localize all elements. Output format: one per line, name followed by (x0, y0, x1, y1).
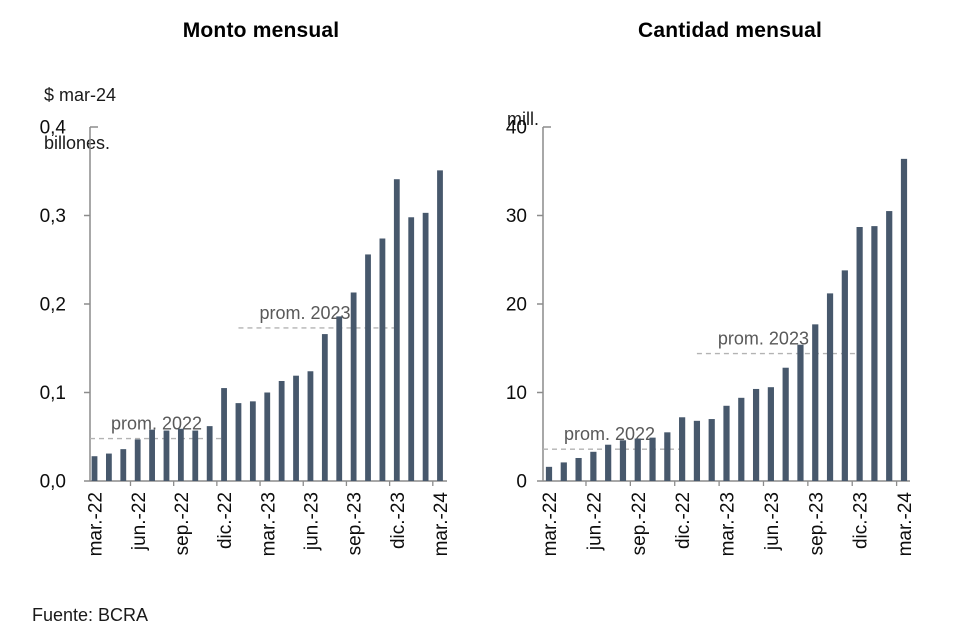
bar-sep.-22 (177, 428, 184, 481)
x-tick-label: jun.-22 (129, 492, 150, 551)
bar-may.-22 (120, 449, 127, 481)
bar-ene.-23 (235, 403, 242, 481)
bar-mar.-24 (437, 170, 443, 482)
source-note: Fuente: BCRA (32, 605, 149, 625)
bar-abr.-22 (560, 462, 567, 481)
x-tick-label: mar.-24 (431, 492, 452, 557)
chart-title-monto: Monto mensual (182, 19, 340, 42)
bar-may.-23 (293, 375, 299, 481)
bar-ene.-23 (693, 420, 701, 481)
bar-jun.-23 (767, 387, 774, 481)
bar-jul.-23 (782, 367, 789, 481)
average-label: prom. 2022 (564, 424, 655, 444)
x-tick-label: mar.-24 (895, 492, 916, 557)
bar-nov.-22 (206, 426, 213, 481)
bar-dic.-23 (393, 179, 400, 481)
bar-jun.-22 (134, 439, 141, 481)
bar-jun.-23 (307, 371, 314, 481)
bar-may.-22 (575, 457, 582, 481)
bar-sep.-23 (350, 292, 357, 481)
x-tick-label: mar.-22 (540, 492, 561, 556)
bar-ago.-23 (336, 316, 343, 481)
bar-may.-23 (752, 388, 760, 481)
bar-nov.-22 (664, 432, 671, 481)
average-label: prom. 2023 (259, 303, 350, 323)
chart-title-cantidad: Cantidad mensual (637, 19, 823, 42)
bar-oct.-22 (192, 430, 199, 481)
bar-feb.-24 (886, 211, 893, 481)
bar-mar.-22 (91, 456, 98, 481)
x-tick-label: sep.-22 (629, 492, 650, 555)
bar-abr.-22 (105, 453, 112, 481)
y-tick-label: 30 (506, 206, 527, 227)
bar-dic.-22 (221, 388, 227, 481)
bar-ago.-22 (619, 440, 627, 481)
x-tick-label: dic.-22 (215, 492, 236, 549)
x-tick-label: jun.-22 (584, 492, 605, 551)
bar-ago.-22 (163, 430, 170, 481)
x-tick-label: mar.-23 (258, 492, 279, 556)
x-tick-label: jun.-23 (762, 492, 783, 551)
bar-sep.-22 (634, 438, 641, 481)
x-tick-label: mar.-22 (86, 492, 107, 556)
x-tick-label: sep.-23 (806, 492, 827, 555)
bar-nov.-23 (379, 238, 386, 481)
y-tick-label: 0,0 (40, 472, 66, 493)
y-tick-label: 0,2 (40, 295, 66, 316)
bar-mar.-23 (264, 392, 271, 481)
bar-sep.-23 (812, 324, 819, 481)
bar-jul.-22 (149, 429, 155, 481)
bar-nov.-23 (841, 270, 848, 481)
y-axis-unit-monto: $ mar-24 billones. (44, 59, 116, 179)
bar-feb.-24 (422, 212, 429, 481)
bar-oct.-23 (826, 293, 834, 481)
bar-mar.-23 (723, 405, 730, 481)
y-tick-label: 0 (516, 472, 527, 493)
cantidad-chart: 0 10 20 30 40 mar.-22 jun.-22 sep.-22 dic.-22 mar… (506, 118, 916, 557)
bar-jul.-23 (321, 334, 328, 481)
y-axis-unit-cantidad-line1: mill. (507, 109, 539, 129)
y-tick-label: 40 (506, 118, 527, 139)
y-tick-label: 20 (506, 295, 527, 316)
average-label: prom. 2022 (111, 414, 202, 434)
bar-jul.-22 (605, 444, 612, 481)
x-tick-label: dic.-22 (673, 492, 694, 549)
y-tick-label: 0,4 (40, 118, 67, 139)
bar-mar.-22 (545, 466, 553, 481)
bar-oct.-22 (649, 437, 656, 481)
x-tick-label: mar.-23 (718, 492, 739, 556)
average-label: prom. 2023 (718, 329, 809, 349)
bar-oct.-23 (365, 254, 371, 481)
x-tick-label: sep.-22 (172, 492, 193, 555)
bar-abr.-23 (738, 397, 745, 481)
x-tick-label: dic.-23 (851, 492, 872, 549)
bar-ene.-24 (408, 217, 415, 481)
bar-dic.-22 (679, 417, 686, 481)
y-tick-label: 0,3 (40, 206, 66, 227)
y-axis-unit-cantidad: mill. (507, 83, 539, 155)
x-tick-label: jun.-23 (302, 492, 323, 551)
bar-mar.-24 (900, 158, 908, 482)
x-tick-label: sep.-23 (345, 492, 366, 555)
bar-ago.-23 (797, 344, 804, 481)
y-tick-label: 10 (506, 383, 527, 404)
bar-abr.-23 (278, 380, 285, 481)
y-axis-unit-monto-line1: $ mar-24 (44, 85, 117, 105)
bar-jun.-22 (590, 451, 597, 481)
bar-feb.-23 (708, 419, 715, 481)
x-tick-label: dic.-23 (388, 492, 409, 549)
bar-feb.-23 (249, 401, 256, 481)
y-axis-unit-monto-line2: billones. (44, 133, 111, 153)
y-tick-label: 0,1 (40, 383, 66, 404)
monto-chart: 0,0 0,1 0,2 0,3 0,4 mar.-22 jun.-22 sep.-22 dic.… (40, 118, 453, 557)
bar-dic.-23 (856, 227, 863, 481)
bar-ene.-24 (871, 226, 878, 481)
